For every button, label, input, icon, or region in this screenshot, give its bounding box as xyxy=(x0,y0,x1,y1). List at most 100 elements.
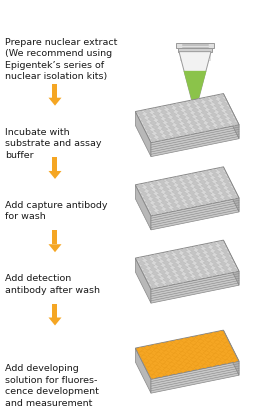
Polygon shape xyxy=(151,271,158,276)
Polygon shape xyxy=(151,254,157,258)
Polygon shape xyxy=(145,260,152,264)
Polygon shape xyxy=(186,350,193,354)
Polygon shape xyxy=(166,268,173,273)
Polygon shape xyxy=(210,259,216,264)
Polygon shape xyxy=(150,198,238,230)
Polygon shape xyxy=(162,278,169,282)
Polygon shape xyxy=(179,278,186,283)
Polygon shape xyxy=(189,250,196,255)
Polygon shape xyxy=(148,370,155,375)
Polygon shape xyxy=(216,331,223,335)
Polygon shape xyxy=(204,247,211,252)
Polygon shape xyxy=(178,351,185,356)
Polygon shape xyxy=(174,254,181,258)
Polygon shape xyxy=(198,180,205,184)
Polygon shape xyxy=(135,330,238,379)
Polygon shape xyxy=(175,270,182,275)
Polygon shape xyxy=(153,365,160,370)
Polygon shape xyxy=(48,244,61,252)
Polygon shape xyxy=(150,374,156,379)
Polygon shape xyxy=(184,363,191,368)
Polygon shape xyxy=(146,130,153,134)
Polygon shape xyxy=(138,351,145,355)
Polygon shape xyxy=(202,333,209,338)
Polygon shape xyxy=(138,261,145,265)
Polygon shape xyxy=(202,187,209,192)
Polygon shape xyxy=(182,252,189,256)
Polygon shape xyxy=(212,116,218,121)
Polygon shape xyxy=(217,111,224,116)
Polygon shape xyxy=(153,275,160,279)
Polygon shape xyxy=(155,132,162,137)
Polygon shape xyxy=(228,191,235,195)
Polygon shape xyxy=(173,193,180,198)
Polygon shape xyxy=(223,94,238,139)
Polygon shape xyxy=(149,121,156,125)
Polygon shape xyxy=(158,343,165,347)
Polygon shape xyxy=(167,345,174,349)
Polygon shape xyxy=(193,112,200,116)
Polygon shape xyxy=(202,114,209,118)
Polygon shape xyxy=(164,191,171,195)
Polygon shape xyxy=(211,173,218,177)
Polygon shape xyxy=(180,118,187,123)
Polygon shape xyxy=(186,130,193,135)
Polygon shape xyxy=(138,114,145,119)
Polygon shape xyxy=(222,342,229,347)
Polygon shape xyxy=(215,361,222,365)
Polygon shape xyxy=(199,197,206,201)
Polygon shape xyxy=(160,200,167,205)
Polygon shape xyxy=(193,185,200,189)
Polygon shape xyxy=(150,211,156,215)
Polygon shape xyxy=(166,195,173,199)
Polygon shape xyxy=(171,207,179,211)
Polygon shape xyxy=(211,100,218,104)
Polygon shape xyxy=(198,343,205,347)
Polygon shape xyxy=(197,356,204,360)
Polygon shape xyxy=(197,266,204,270)
Polygon shape xyxy=(209,169,216,173)
Polygon shape xyxy=(135,258,150,303)
Bar xyxy=(179,52,209,60)
Bar xyxy=(52,84,57,98)
Polygon shape xyxy=(156,192,163,197)
Polygon shape xyxy=(162,114,169,118)
Polygon shape xyxy=(219,115,226,119)
Polygon shape xyxy=(183,71,206,106)
Polygon shape xyxy=(169,186,176,190)
Polygon shape xyxy=(146,203,153,207)
Polygon shape xyxy=(195,352,202,357)
Polygon shape xyxy=(155,206,162,210)
Polygon shape xyxy=(186,186,193,191)
Polygon shape xyxy=(211,246,218,250)
Polygon shape xyxy=(215,197,222,202)
Polygon shape xyxy=(164,135,171,139)
Polygon shape xyxy=(213,103,220,108)
Polygon shape xyxy=(222,252,229,257)
Polygon shape xyxy=(195,335,201,339)
Polygon shape xyxy=(148,134,155,138)
Polygon shape xyxy=(204,338,211,342)
Polygon shape xyxy=(149,357,156,362)
Polygon shape xyxy=(180,192,187,196)
Polygon shape xyxy=(223,330,238,375)
Polygon shape xyxy=(168,272,174,276)
Polygon shape xyxy=(217,258,224,262)
Polygon shape xyxy=(200,347,207,351)
Polygon shape xyxy=(182,123,189,127)
Polygon shape xyxy=(160,183,167,188)
Polygon shape xyxy=(208,272,215,277)
Polygon shape xyxy=(48,318,61,326)
Text: Incubate with
substrate and assay
buffer: Incubate with substrate and assay buffer xyxy=(5,128,101,160)
Polygon shape xyxy=(175,124,182,129)
Polygon shape xyxy=(174,107,181,111)
Polygon shape xyxy=(188,190,195,195)
Polygon shape xyxy=(158,106,165,110)
Polygon shape xyxy=(160,127,167,131)
Polygon shape xyxy=(142,359,149,363)
Polygon shape xyxy=(215,254,222,258)
Polygon shape xyxy=(177,111,183,115)
Polygon shape xyxy=(220,102,227,106)
Polygon shape xyxy=(187,247,194,251)
Polygon shape xyxy=(191,255,198,259)
